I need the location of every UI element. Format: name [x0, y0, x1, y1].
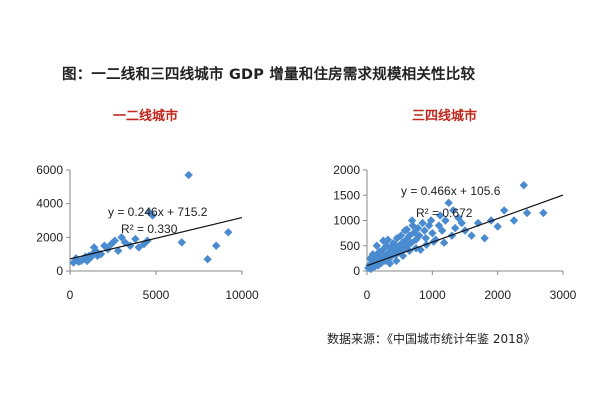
data-point [539, 208, 548, 218]
data-point [390, 240, 400, 249]
data-point [413, 223, 423, 233]
data-point [110, 236, 119, 245]
data-point [519, 180, 528, 190]
data-point [93, 251, 102, 261]
data-point [368, 250, 378, 259]
data-point [134, 243, 143, 252]
data-point [493, 222, 502, 231]
data-point [444, 198, 453, 208]
data-point [467, 231, 476, 240]
source-note: 数据来源：《中国城市统计年鉴 2018》 [327, 332, 536, 346]
x-tick-label: 1000 [419, 288, 446, 302]
data-point [103, 244, 113, 254]
data-point [509, 216, 519, 225]
y-tick-label: 500 [340, 239, 360, 253]
data-point [415, 231, 424, 240]
data-point [451, 223, 460, 233]
data-point [203, 255, 212, 264]
page-title: 图：一二线和三四线城市 GDP 增量和住房需求规模相关性比较 [62, 67, 476, 83]
data-point [131, 234, 140, 244]
data-point [100, 241, 109, 250]
x-tick-label: 10000 [225, 288, 259, 302]
y-tick-label: 0 [56, 264, 63, 278]
data-point [372, 241, 381, 250]
data-point [184, 170, 193, 180]
data-point [449, 206, 458, 215]
data-point [144, 207, 154, 217]
data-point [407, 238, 416, 247]
data-point [441, 216, 450, 225]
data-point [439, 238, 449, 247]
scatter-chart-right: 0 500 1000 1500 2000 0 1000 2000 3000 y = 0.466x … [333, 163, 576, 302]
data-point [420, 226, 429, 235]
data-point [212, 241, 221, 250]
data-point [71, 254, 81, 263]
data-point [426, 216, 436, 225]
chart-title-left: 一二线城市 [113, 109, 179, 124]
data-point [403, 241, 412, 250]
y-tick-label: 4000 [36, 197, 63, 211]
x-tick-label: 0 [364, 288, 371, 302]
data-point [457, 218, 466, 228]
data-point [113, 246, 123, 255]
data-point [392, 256, 401, 266]
chart-title-right: 三四线城市 [412, 109, 478, 124]
data-point [117, 233, 126, 242]
data-point [480, 233, 489, 243]
trendline [69, 216, 243, 260]
data-point [428, 228, 437, 238]
data-point [398, 238, 407, 247]
y-tick-label: 1500 [333, 188, 360, 202]
x-tick-label: 0 [67, 288, 74, 302]
x-tick-label: 2000 [484, 288, 511, 302]
x-tick-label: 5000 [143, 288, 170, 302]
data-point [522, 208, 532, 218]
data-point [421, 233, 430, 243]
data-point [402, 225, 412, 234]
scatter-chart-left: 0 2000 4000 6000 0 5000 10000 y = 0.246x + 715.… [36, 163, 259, 302]
data-point [411, 235, 421, 244]
y-tick-label: 2000 [36, 230, 63, 244]
data-point [120, 238, 130, 247]
data-point [385, 259, 395, 268]
data-point [366, 254, 375, 263]
y-tick-label: 0 [353, 264, 360, 278]
trend-equation: y = 0.466x + 105.6 [401, 184, 501, 198]
r-squared-label: R² = 0.672 [416, 206, 473, 220]
data-point [383, 235, 393, 244]
trendline [366, 194, 564, 267]
data-point [437, 226, 447, 235]
x-tick-label: 3000 [550, 288, 577, 302]
y-tick-label: 1000 [333, 214, 360, 228]
data-point [435, 211, 445, 220]
data-point [224, 228, 233, 237]
r-squared-label: R² = 0.330 [121, 222, 178, 236]
data-point [407, 216, 417, 225]
data-point [500, 206, 509, 215]
trend-equation: y = 0.246x + 715.2 [108, 205, 208, 219]
data-point [177, 238, 186, 247]
y-tick-label: 6000 [36, 163, 63, 177]
data-point [418, 218, 427, 228]
data-point [396, 231, 406, 240]
y-tick-label: 2000 [333, 163, 360, 177]
